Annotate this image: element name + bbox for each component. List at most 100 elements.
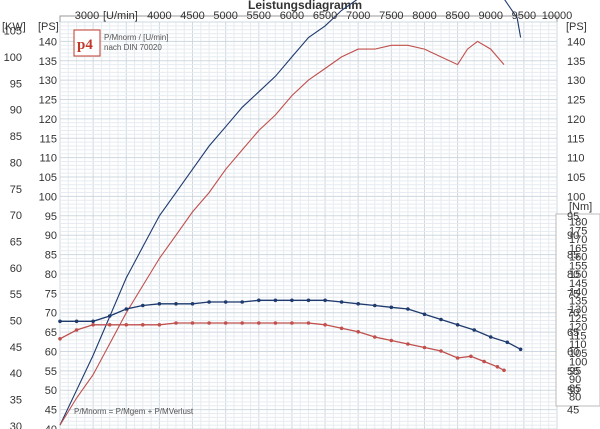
nm-tick-label: 95: [569, 365, 581, 377]
nm-tick-label: 80: [569, 392, 581, 404]
kw-tick-label: 65: [10, 236, 22, 248]
legend-box: p4 P/Mnorm / [U/min] nach DIN 70020: [73, 29, 168, 57]
formula-note: P/Mnorm = P/Mgem + P/MVerlust: [74, 407, 194, 416]
series-point-3: [190, 321, 195, 325]
series-point-2: [207, 300, 211, 304]
x-tick-label: 7000: [346, 10, 370, 22]
grid: [59, 15, 558, 429]
series-point-2: [174, 302, 178, 306]
kw-tick-label: 55: [10, 289, 22, 301]
nm-tick-label: 180: [569, 217, 587, 229]
nm-tick-label: 140: [569, 287, 587, 299]
series-point-2: [472, 328, 477, 332]
nm-tick-label: 100: [569, 357, 587, 369]
x-tick-label: 4500: [180, 10, 204, 22]
nm-tick-label: 125: [569, 313, 587, 325]
series-point-2: [190, 302, 195, 306]
ps-tick-label-right: 50: [567, 385, 579, 397]
series-point-2: [356, 302, 361, 306]
x-tick-label: 6000: [280, 10, 304, 22]
series-point-3: [74, 328, 79, 332]
nm-tick-label: 115: [569, 330, 587, 342]
series-point-2: [257, 298, 261, 303]
ps-tick-label-right: 80: [567, 269, 579, 281]
kw-tick-label: 60: [10, 263, 22, 275]
nm-unit-label: [Nm]: [569, 201, 592, 213]
series-point-2: [273, 298, 278, 303]
nm-tick-label: 90: [569, 374, 581, 386]
kw-tick-label: 70: [10, 210, 22, 222]
kw-unit-label: [KW]: [2, 21, 26, 33]
series-point-3: [58, 337, 62, 341]
series-point-2: [91, 319, 95, 324]
ps-tick-label-right: 70: [567, 308, 579, 320]
series-point-2: [323, 298, 327, 303]
nm-tick-label: 150: [569, 269, 587, 281]
rpm-unit-label: [U/min]: [103, 10, 138, 22]
x-tick-label: 8000: [412, 10, 436, 22]
series-point-2: [422, 312, 427, 317]
series-point-3: [91, 323, 95, 327]
ps-tick-label-right: 90: [567, 230, 579, 242]
ps-tick-label-left: 70: [45, 308, 57, 320]
series-point-3: [124, 323, 129, 327]
series-point-3: [469, 354, 473, 359]
x-tick-label: 5000: [213, 10, 237, 22]
nm-tick-label: 160: [569, 252, 587, 264]
ps-tick-label-right: 85: [567, 250, 579, 262]
nm-tick-label: 135: [569, 295, 587, 307]
ps-tick-label-right: 125: [567, 95, 585, 107]
series-point-3: [389, 338, 394, 343]
nm-tick-label: 110: [569, 339, 587, 351]
series-point-2: [306, 298, 311, 303]
x-tick-label: 6500: [313, 10, 337, 22]
ps-tick-label-right: 135: [567, 56, 585, 68]
ps-unit-label-right: [PS]: [566, 21, 587, 33]
ps-tick-label-left: 80: [45, 269, 57, 281]
ps-tick-label-left: 45: [45, 405, 57, 417]
ps-tick-label-left: 135: [39, 56, 57, 68]
series-point-3: [141, 323, 145, 327]
series-point-2: [373, 303, 377, 308]
ps-tick-label-right: 110: [567, 153, 585, 165]
ps-tick-label-left: 60: [45, 346, 57, 358]
ps-tick-label-right: 75: [567, 288, 579, 300]
series-point-3: [207, 321, 211, 325]
kw-tick-label: 45: [10, 342, 22, 354]
series-point-3: [223, 321, 228, 325]
series-point-3: [502, 368, 506, 373]
series-point-3: [306, 321, 311, 325]
x-tick-label: 7500: [379, 10, 403, 22]
nm-tick-label: 120: [569, 322, 587, 334]
x-tick-label: 3000: [75, 10, 99, 22]
ps-tick-label-right: 130: [567, 75, 585, 87]
kw-tick-label: 40: [10, 368, 22, 380]
series-point-2: [290, 298, 294, 303]
series: [58, 0, 523, 426]
series-point-3: [174, 321, 178, 325]
chart-title: Leistungsdiagramm: [248, 0, 362, 12]
series-point-3: [482, 359, 486, 364]
series-point-2: [74, 319, 79, 324]
x-tick-label: 9000: [478, 10, 502, 22]
ps-tick-label-right: 65: [567, 327, 579, 339]
ps-tick-label-right: 100: [567, 191, 585, 203]
series-point-2: [58, 319, 62, 324]
ps-tick-label-left: 95: [45, 211, 57, 223]
ps-tick-label-left: 140: [39, 36, 57, 48]
series-point-3: [323, 323, 327, 327]
x-tick-label: 10000: [542, 10, 573, 22]
series-point-3: [406, 342, 410, 346]
ps-tick-label-right: 45: [567, 405, 579, 417]
nm-tick-label: 155: [569, 260, 587, 272]
ps-tick-label-right: 55: [567, 366, 579, 378]
series-point-2: [518, 347, 523, 352]
x-tick-label: 8500: [445, 10, 469, 22]
logo-frame: [73, 29, 101, 57]
nm-tick-label: 130: [569, 304, 587, 316]
legend-line-2: nach DIN 70020: [104, 43, 162, 52]
legend-line-1: P/Mnorm / [U/min]: [104, 33, 168, 42]
ps-tick-label-left: 115: [39, 133, 57, 145]
series-point-2: [107, 314, 112, 318]
